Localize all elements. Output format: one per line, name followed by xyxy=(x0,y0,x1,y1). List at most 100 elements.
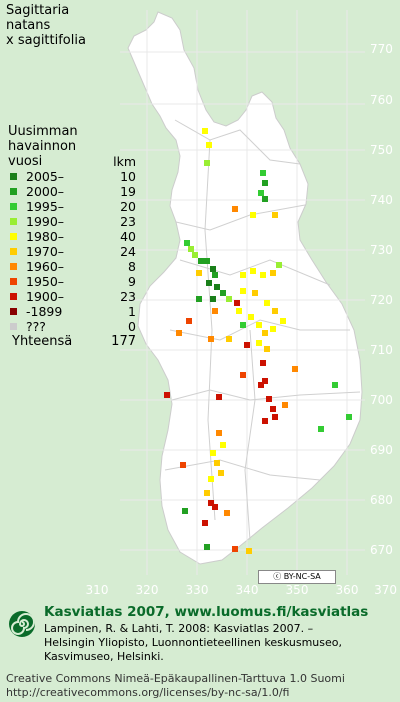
total-label: Yhteensä xyxy=(12,334,73,349)
observation-dot xyxy=(256,322,262,328)
observation-dot xyxy=(182,508,188,514)
observation-dot xyxy=(240,322,246,328)
observation-dot xyxy=(262,378,268,384)
legend-count: 23 xyxy=(120,214,136,229)
observation-dot xyxy=(276,262,282,268)
observation-dot xyxy=(226,336,232,342)
legend-row: 1950– 9 xyxy=(8,274,136,289)
observation-dot xyxy=(208,476,214,482)
y-tick: 700 xyxy=(370,393,393,407)
legend-row: 1960– 8 xyxy=(8,259,136,274)
observation-dot xyxy=(210,296,216,302)
observation-dot xyxy=(266,396,272,402)
legend-row: 1990– 23 xyxy=(8,214,136,229)
observation-dot xyxy=(260,170,266,176)
observation-dot xyxy=(180,462,186,468)
x-tick: 360 xyxy=(336,583,359,597)
observation-dot xyxy=(202,520,208,526)
observation-dot xyxy=(252,290,258,296)
legend-year: ??? xyxy=(26,319,46,334)
observation-dot xyxy=(212,308,218,314)
legend-count: 8 xyxy=(128,259,136,274)
legend-count: 19 xyxy=(120,184,136,199)
y-tick: 720 xyxy=(370,293,393,307)
species-title: Sagittaria natans x sagittifolia xyxy=(6,3,86,48)
observation-dot xyxy=(196,296,202,302)
spiral-logo-icon xyxy=(9,611,35,637)
legend-year: -1899 xyxy=(26,304,63,319)
observation-dot xyxy=(272,414,278,420)
observation-dot xyxy=(198,258,204,264)
observation-dot xyxy=(176,330,182,336)
legend-count: 1 xyxy=(128,304,136,319)
legend-count: 9 xyxy=(128,274,136,289)
observation-dot xyxy=(220,442,226,448)
observation-dot xyxy=(192,252,198,258)
cc-badge-text: BY-NC-SA xyxy=(283,572,321,581)
observation-dot xyxy=(210,266,216,272)
legend-year: 1995– xyxy=(26,199,65,214)
observation-dot xyxy=(186,318,192,324)
x-tick: 350 xyxy=(286,583,309,597)
x-tick: 320 xyxy=(136,583,159,597)
observation-dot xyxy=(264,346,270,352)
observation-dot xyxy=(240,288,246,294)
y-tick: 740 xyxy=(370,193,393,207)
observation-dot xyxy=(208,336,214,342)
legend-swatch xyxy=(10,188,17,195)
cc-license-badge[interactable]: ⓒ BY-NC-SA xyxy=(258,570,336,584)
x-tick: 310 xyxy=(86,583,109,597)
observation-dot xyxy=(234,300,240,306)
observation-dot xyxy=(218,470,224,476)
observation-dot xyxy=(270,326,276,332)
y-tick: 670 xyxy=(370,543,393,557)
legend-year: 1960– xyxy=(26,259,65,274)
observation-dot xyxy=(270,406,276,412)
observation-dot xyxy=(212,504,218,510)
observation-dot xyxy=(164,392,170,398)
footer-heading[interactable]: Kasviatlas 2007, www.luomus.fi/kasviatla… xyxy=(44,604,369,620)
footer-license[interactable]: Creative Commons Nimeä-Epäkaupallinen-Ta… xyxy=(6,672,345,699)
observation-dot xyxy=(282,402,288,408)
observation-dot xyxy=(208,500,214,506)
observation-dot xyxy=(264,300,270,306)
observation-dot xyxy=(204,490,210,496)
observation-dot xyxy=(272,308,278,314)
observation-dot xyxy=(216,394,222,400)
observation-dot xyxy=(258,382,264,388)
y-tick: 690 xyxy=(370,443,393,457)
observation-dot xyxy=(280,318,286,324)
observation-dot xyxy=(226,296,232,302)
observation-dot xyxy=(250,268,256,274)
legend-count: 23 xyxy=(120,289,136,304)
y-tick: 730 xyxy=(370,243,393,257)
observation-dot xyxy=(224,510,230,516)
observation-dot xyxy=(262,180,268,186)
legend-row: 2000– 19 xyxy=(8,184,136,199)
observation-dot xyxy=(260,360,266,366)
observation-dot xyxy=(272,212,278,218)
observation-dot xyxy=(232,546,238,552)
legend-count: 20 xyxy=(120,199,136,214)
cc-icon: ⓒ xyxy=(273,572,284,581)
observation-dot xyxy=(214,284,220,290)
legend-year: 2005– xyxy=(26,169,65,184)
legend-year: 2000– xyxy=(26,184,65,199)
legend-year: 1950– xyxy=(26,274,65,289)
legend-row: 1995– 20 xyxy=(8,199,136,214)
legend-count: 0 xyxy=(128,319,136,334)
legend-swatch xyxy=(10,173,17,180)
legend-swatch xyxy=(10,248,17,255)
observation-dot xyxy=(232,206,238,212)
observation-dot xyxy=(204,258,210,264)
legend-year: 1970– xyxy=(26,244,65,259)
observation-dot xyxy=(240,372,246,378)
observation-dot xyxy=(262,330,268,336)
observation-dot xyxy=(184,240,190,246)
distribution-map: 770 760 750 740 730 720 710 700 690 680 … xyxy=(85,10,397,597)
legend-count-header: lkm xyxy=(113,154,136,169)
legend-header: Uusimman havainnon vuosi xyxy=(8,124,78,169)
legend-swatch xyxy=(10,263,17,270)
observation-dot xyxy=(204,544,210,550)
y-tick: 770 xyxy=(370,42,393,56)
